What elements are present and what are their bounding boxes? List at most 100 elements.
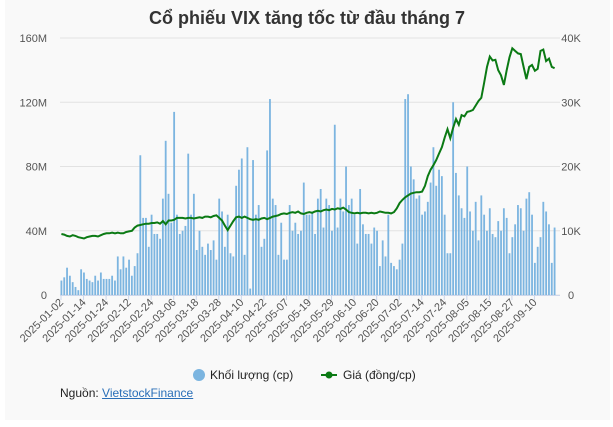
volume-bar (68, 275, 71, 295)
legend-price-marker (325, 371, 333, 379)
volume-bar (209, 250, 212, 295)
volume-bar (288, 205, 291, 295)
volume-bar (269, 99, 271, 295)
left-tick-label: 40M (26, 226, 47, 238)
volume-bar (302, 182, 305, 295)
volume-bar (153, 233, 156, 295)
volume-bar (145, 217, 147, 295)
volume-bar (548, 224, 550, 295)
volume-bar (412, 179, 415, 295)
volume-bar (370, 243, 373, 295)
volume-bar (184, 225, 187, 295)
volume-bar (254, 214, 257, 295)
volume-bar (133, 266, 136, 295)
volume-bar (353, 214, 356, 295)
volume-bar (488, 208, 491, 295)
volume-bar (91, 282, 94, 295)
volume-bar (305, 214, 308, 295)
volume-bar (517, 205, 519, 295)
right-tick-label: 40K (561, 33, 581, 45)
volume-bar (469, 211, 471, 295)
source-label: Nguồn: (60, 386, 99, 400)
volume-bar (238, 169, 240, 295)
legend: Khối lượng (cp) Giá (đồng/cp) (193, 368, 416, 382)
volume-bar (429, 182, 432, 295)
volume-bar (477, 240, 480, 295)
left-tick-label: 0 (41, 290, 47, 302)
legend-item-volume[interactable]: Khối lượng (cp) (193, 368, 293, 382)
volume-bar (545, 211, 548, 295)
volume-bar (108, 278, 111, 295)
volume-bar (263, 238, 266, 295)
volume-bars (60, 94, 556, 295)
volume-bar (528, 192, 531, 295)
volume-bar (173, 111, 176, 295)
volume-bar (280, 222, 283, 295)
volume-bar (94, 275, 97, 295)
volume-bar (531, 214, 533, 295)
volume-bar (128, 259, 130, 295)
volume-bar (378, 266, 381, 295)
volume-bar (536, 246, 539, 295)
volume-bar (297, 233, 300, 295)
volume-bar (376, 230, 378, 295)
volume-bar (63, 277, 66, 295)
price-line (61, 46, 556, 240)
volume-bar (291, 230, 294, 295)
volume-bar (235, 185, 238, 295)
left-axis: 0 40M 80M 120M 160M (19, 33, 47, 302)
volume-bar (311, 211, 314, 295)
volume-bar (187, 153, 190, 295)
right-tick-label: 10K (561, 226, 581, 238)
volume-bar (550, 262, 553, 295)
volume-bar (207, 243, 209, 295)
volume-bar (362, 224, 364, 295)
volume-bar (491, 233, 494, 295)
volume-bar (322, 227, 325, 295)
volume-bar (85, 278, 88, 295)
volume-bar (266, 150, 269, 295)
volume-bar (218, 198, 221, 295)
volume-bar (122, 256, 125, 295)
volume-bar (494, 237, 497, 295)
volume-bar (243, 254, 246, 295)
volume-bar (316, 198, 319, 295)
volume-bar (505, 217, 508, 295)
volume-bar (221, 211, 223, 295)
volume-bar (229, 253, 232, 295)
volume-bar (418, 195, 421, 295)
volume-bar (156, 233, 159, 295)
volume-bar (77, 290, 80, 295)
volume-bar (533, 262, 536, 295)
legend-item-price[interactable]: Giá (đồng/cp) (321, 368, 416, 382)
volume-bar (246, 147, 249, 295)
volume-bar (483, 214, 486, 295)
volume-bar (201, 246, 204, 295)
volume-bar (232, 256, 235, 295)
volume-bar (522, 230, 525, 295)
volume-bar (88, 280, 91, 295)
volume-bar (331, 230, 333, 295)
volume-bar (240, 158, 243, 295)
volume-bar (364, 233, 367, 295)
volume-bar (455, 172, 457, 295)
volume-bar (274, 205, 277, 295)
volume-bar (435, 185, 438, 295)
volume-bar (80, 269, 83, 295)
volume-bar (486, 230, 488, 295)
volume-bar (443, 214, 446, 295)
volume-bar (519, 208, 522, 295)
volume-bar (136, 253, 139, 295)
volume-bar (390, 262, 393, 295)
volume-bar (142, 217, 145, 295)
volume-bar (452, 102, 455, 295)
volume-bar (460, 208, 463, 295)
volume-bar (308, 214, 311, 295)
volume-bar (342, 211, 345, 295)
volume-bar (387, 214, 390, 295)
volume-bar (401, 243, 404, 295)
volume-bar (356, 243, 359, 295)
volume-bar (393, 266, 395, 295)
source-link[interactable]: VietstockFinance (102, 386, 194, 400)
volume-bar (449, 253, 452, 295)
